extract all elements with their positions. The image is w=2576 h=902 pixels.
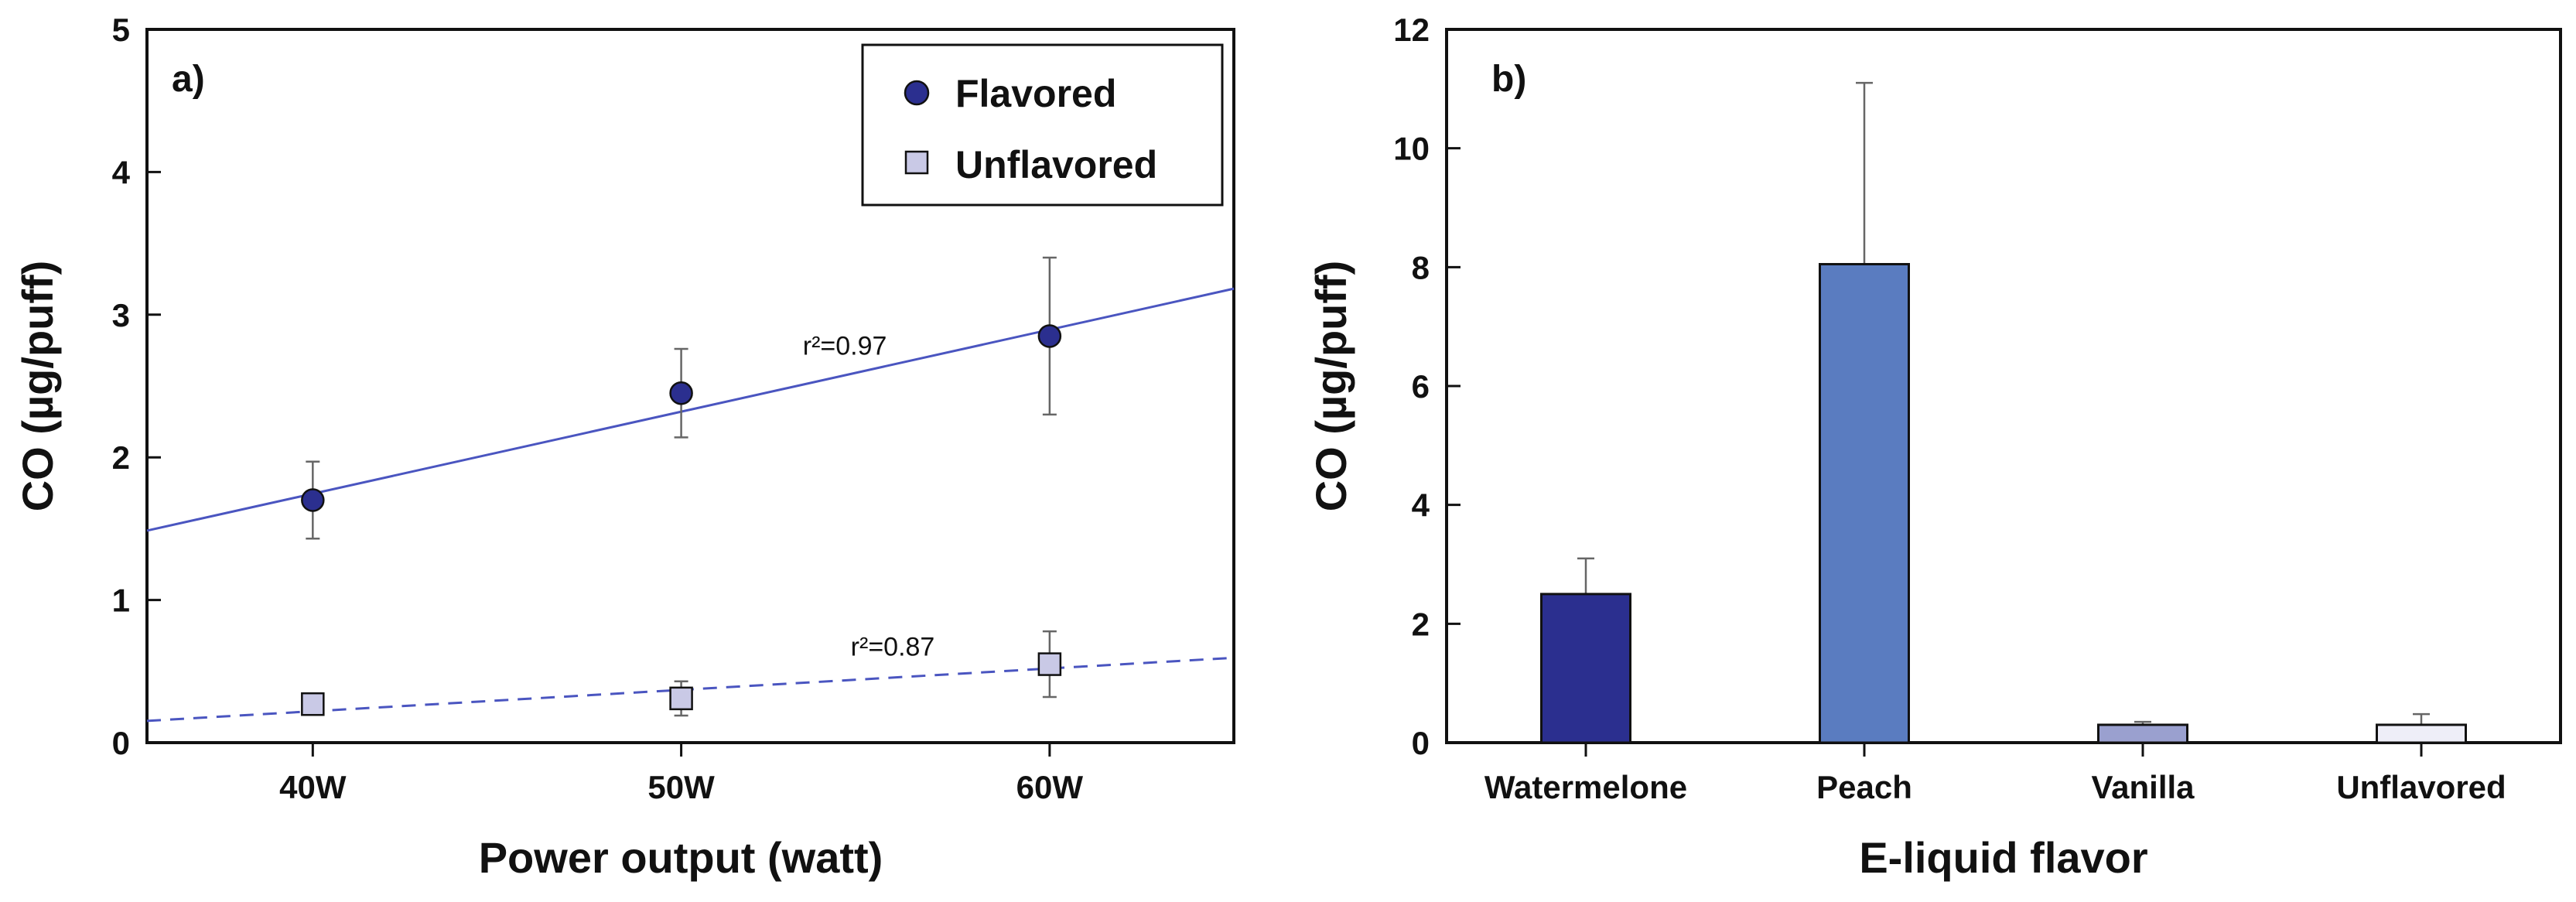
panel-a-error-bars (306, 256, 1057, 717)
bar-watermelone (1540, 593, 1631, 744)
panel-b-y-ticks: 0 2 4 6 8 10 12 (1393, 12, 1461, 761)
panel-a-x-axis-title: Power output (watt) (479, 833, 883, 882)
y-tick-label: 6 (1412, 368, 1430, 405)
legend-flavored-marker (904, 80, 930, 106)
x-tick-label: Watermelone (1484, 769, 1687, 805)
y-tick-label: 10 (1393, 131, 1430, 167)
panel-b-x-ticks: Watermelone Peach Vanilla Unflavored (1484, 743, 2506, 805)
x-tick-label: Peach (1816, 769, 1912, 805)
x-tick-label: Vanilla (2091, 769, 2195, 805)
x-tick-label: 50W (647, 769, 715, 805)
panel-a-r2-unflavored: r²=0.87 (851, 633, 935, 662)
panel-a-r2-flavored: r²=0.97 (803, 331, 887, 360)
y-tick-label: 4 (112, 154, 131, 190)
panel-b-y-axis-title: CO (µg/puff) (1307, 261, 1355, 512)
panel-a-y-ticks: 0 1 2 3 4 5 (112, 12, 161, 761)
y-tick-label: 5 (112, 12, 130, 48)
x-tick-label: 60W (1016, 769, 1084, 805)
bar-peach (1819, 262, 1910, 744)
panel-a-label: a) (172, 59, 205, 100)
x-tick-label: Unflavored (2336, 769, 2506, 805)
panel-b-bars (1540, 262, 2467, 744)
panel-a-legend: Flavored Unflavored (861, 43, 1224, 207)
data-point-flavored (669, 381, 693, 405)
data-point-flavored (301, 488, 325, 512)
legend-unflavored-label: Unflavored (955, 143, 1157, 186)
data-point-unflavored (1037, 652, 1062, 676)
y-tick-label: 3 (112, 297, 130, 333)
legend-flavored-label: Flavored (955, 72, 1116, 115)
y-tick-label: 0 (1412, 725, 1430, 761)
y-tick-label: 0 (112, 725, 130, 761)
panel-a: 0 1 2 3 4 5 40W 50W 60W a) r²=0.97 r²=0.87 Flav… (13, 12, 1235, 882)
panel-a-y-axis-title: CO (µg/puff) (13, 261, 62, 512)
bar-vanilla (2097, 723, 2188, 744)
y-tick-label: 8 (1412, 249, 1430, 285)
panel-b-error-bars (1577, 81, 2430, 725)
panel-a-plot-frame (145, 28, 1235, 744)
panel-b-x-axis-title: E-liquid flavor (1859, 833, 2147, 882)
bar-unflavored (2376, 723, 2467, 744)
data-point-flavored (1037, 324, 1062, 348)
panel-a-points (301, 324, 1062, 716)
x-tick-label: 40W (279, 769, 347, 805)
panel-b: 0 2 4 6 8 10 12 Watermelone Peach Vanilla Unflavo… (1307, 12, 2562, 882)
data-point-unflavored (301, 692, 325, 716)
y-tick-label: 12 (1393, 12, 1430, 48)
y-tick-label: 4 (1412, 487, 1430, 524)
legend-box (861, 43, 1224, 207)
y-tick-label: 2 (112, 439, 130, 476)
data-point-unflavored (669, 686, 693, 711)
panel-a-x-ticks: 40W 50W 60W (279, 743, 1083, 805)
y-tick-label: 1 (112, 583, 130, 619)
legend-unflavored-marker (904, 150, 929, 175)
panel-b-label: b) (1491, 59, 1526, 100)
y-tick-label: 2 (1412, 606, 1430, 642)
